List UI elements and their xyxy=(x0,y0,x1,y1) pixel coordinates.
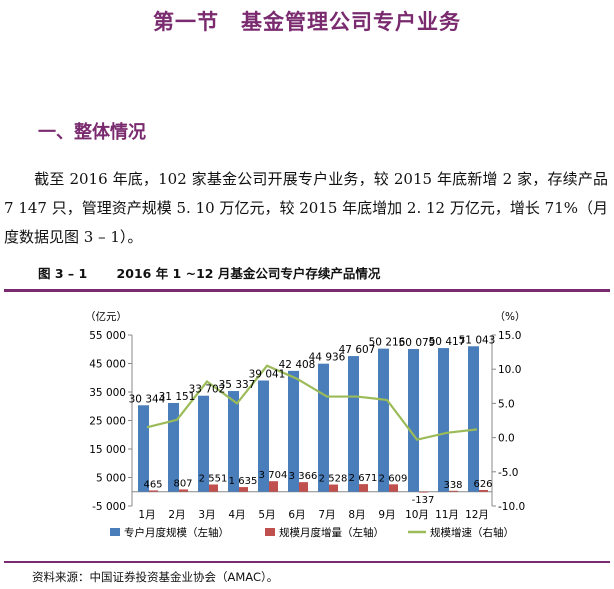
x-tick-label: 11月 xyxy=(435,509,459,521)
bar-increment xyxy=(209,484,218,492)
x-tick-label: 12月 xyxy=(465,509,489,521)
bar-scale xyxy=(408,349,419,492)
bar-increment-label: 3 704 xyxy=(259,470,288,481)
bar-scale-label: 39 041 xyxy=(249,368,286,380)
bar-increment xyxy=(359,484,368,492)
bar-scale-label: 33 702 xyxy=(189,384,226,396)
bar-scale xyxy=(348,356,359,492)
left-axis-tick-label: 35 000 xyxy=(89,387,126,399)
right-axis-tick-label: 0.0 xyxy=(498,433,515,445)
bar-increment xyxy=(179,489,188,492)
bar-increment xyxy=(479,489,488,492)
x-tick-label: 5月 xyxy=(258,509,275,521)
bar-increment-label: 2 609 xyxy=(379,473,408,484)
bar-increment xyxy=(149,490,158,492)
x-tick-label: 2月 xyxy=(168,509,185,521)
left-axis-tick-label: 55 000 xyxy=(89,330,126,342)
bar-increment xyxy=(269,481,278,492)
bar-increment-label: 807 xyxy=(173,478,192,489)
left-axis-tick-label: -5 000 xyxy=(92,501,126,513)
right-axis-unit: （%） xyxy=(495,311,526,323)
bar-increment xyxy=(329,484,338,492)
right-axis-tick-label: 10.0 xyxy=(498,364,521,376)
sub-heading: 一、整体情况 xyxy=(38,122,146,143)
bar-increment-label: 2 671 xyxy=(349,473,378,484)
bar-scale-label: 30 344 xyxy=(129,393,166,405)
legend-swatch-scale xyxy=(110,528,120,536)
bar-increment-label: -137 xyxy=(412,495,435,506)
bar-increment-label: 2 551 xyxy=(199,473,228,484)
right-axis-tick-label: -5.0 xyxy=(498,467,519,479)
bar-scale-label: 44 936 xyxy=(309,352,346,364)
bar-scale xyxy=(318,363,329,492)
x-tick-label: 10月 xyxy=(405,509,429,521)
left-axis-tick-label: 15 000 xyxy=(89,444,126,456)
bar-scale xyxy=(168,402,179,492)
paragraph-text: 截至 2016 年底，102 家基金公司开展专户业务，较 2015 年底新增 2… xyxy=(4,170,608,246)
bar-scale xyxy=(438,348,449,492)
x-tick-label: 3月 xyxy=(198,509,215,521)
figure-caption: 图 3 – 1 2016 年 1 ~12 月基金公司专户存续产品情况 xyxy=(38,266,381,281)
bar-scale-label: 42 408 xyxy=(279,359,316,371)
bar-scale xyxy=(378,348,389,492)
source-rule xyxy=(4,561,610,563)
bar-scale xyxy=(468,346,479,492)
left-axis-tick-label: 25 000 xyxy=(89,416,126,428)
bar-increment-label: 2 528 xyxy=(319,474,348,485)
bar-scale-label: 50 216 xyxy=(369,337,406,349)
bar-increment xyxy=(449,490,458,492)
body-paragraph: 截至 2016 年底，102 家基金公司开展专户业务，较 2015 年底新增 2… xyxy=(4,165,608,252)
bar-increment-label: 465 xyxy=(143,479,162,490)
x-tick-label: 6月 xyxy=(288,509,305,521)
bar-scale xyxy=(258,380,269,492)
x-tick-label: 1月 xyxy=(138,509,155,521)
bar-scale-label: 31 151 xyxy=(159,391,196,403)
right-axis-tick-label: 5.0 xyxy=(498,398,515,410)
bar-increment xyxy=(419,491,428,493)
bar-increment-label: 1 635 xyxy=(229,476,258,487)
bar-increment xyxy=(299,482,308,492)
legend-label-growth: 规模增速（右轴） xyxy=(430,526,514,539)
bar-scale-label: 35 337 xyxy=(219,379,256,391)
right-axis-tick-label: -10.0 xyxy=(498,501,525,513)
x-tick-label: 9月 xyxy=(378,509,395,521)
bar-scale xyxy=(198,395,209,492)
legend-swatch-increment xyxy=(265,528,275,536)
caption-rule xyxy=(4,289,610,292)
bar-increment-label: 626 xyxy=(473,479,492,490)
bar-scale-label: 51 043 xyxy=(459,334,496,346)
bar-scale-label: 50 079 xyxy=(399,337,436,349)
left-axis-tick-label: 5 000 xyxy=(96,473,126,485)
chart: （亿元） （%） 55 000 45 000 35 000 25 000 15 000 5 0… xyxy=(85,310,526,539)
legend-label-scale: 专户月度规模（左轴） xyxy=(124,526,229,539)
bar-scale xyxy=(138,405,149,492)
bar-scale xyxy=(228,391,239,492)
left-axis-tick-label: 45 000 xyxy=(89,359,126,371)
source-note: 资料来源：中国证券投资基金业协会（AMAC）。 xyxy=(32,570,279,584)
section-title: 第一节 基金管理公司专户业务 xyxy=(153,10,461,34)
bar-increment-label: 338 xyxy=(443,480,462,491)
bar-increment xyxy=(389,484,398,492)
x-tick-label: 7月 xyxy=(318,509,335,521)
right-axis-tick-label: 15.0 xyxy=(498,330,521,342)
x-tick-label: 4月 xyxy=(228,509,245,521)
legend-label-increment: 规模月度增量（左轴） xyxy=(279,526,384,539)
line-growth-rate xyxy=(146,364,478,441)
bar-scale-label: 47 607 xyxy=(339,344,376,356)
left-axis-unit: （亿元） xyxy=(85,310,127,323)
bar-scale-label: 50 417 xyxy=(429,336,466,348)
bar-increment-label: 3 366 xyxy=(289,471,318,482)
bar-increment xyxy=(239,487,248,492)
x-tick-label: 8月 xyxy=(348,509,365,521)
bar-scale xyxy=(288,370,299,492)
